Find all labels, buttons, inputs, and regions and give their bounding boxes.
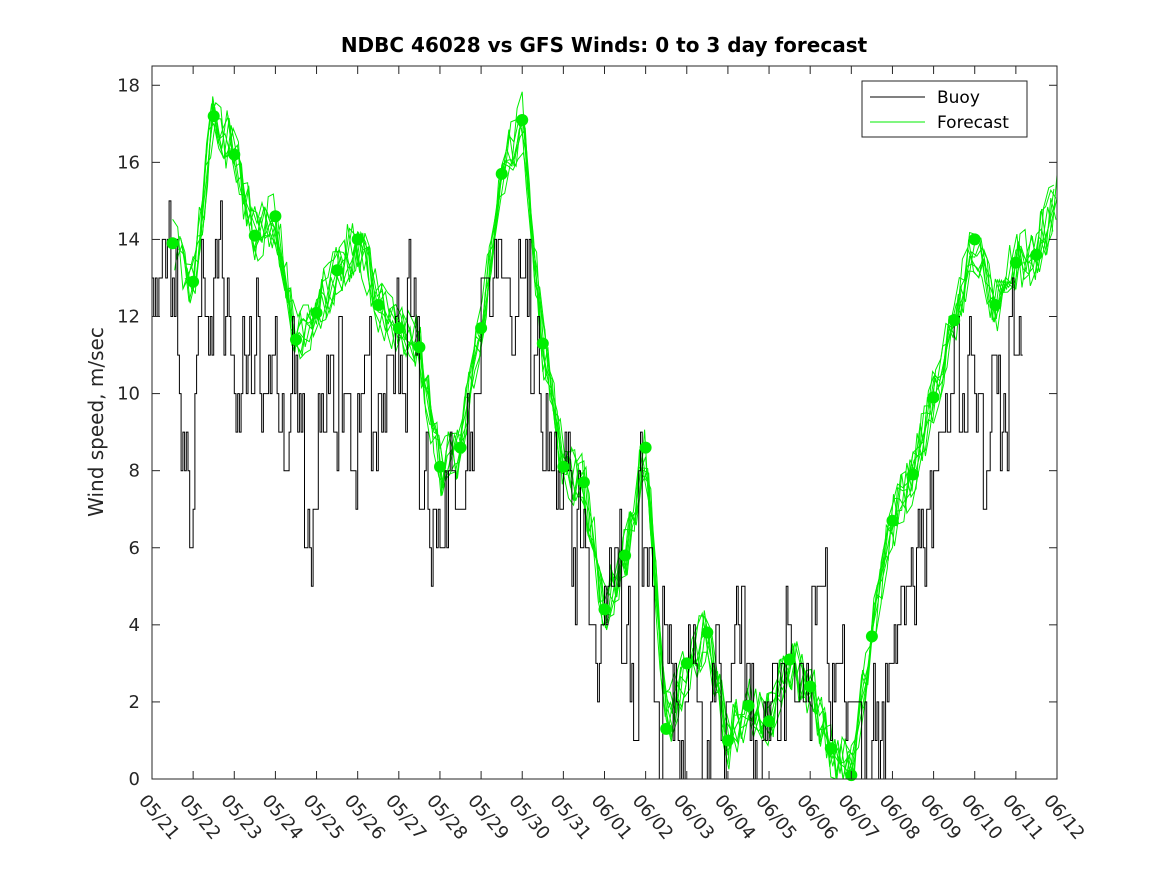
forecast-point [783, 653, 796, 666]
x-tick-label: 06/05 [751, 791, 800, 844]
forecast-point [187, 275, 200, 288]
x-tick-label: 06/01 [587, 791, 636, 844]
y-tick-label: 10 [117, 384, 140, 405]
forecast-point [804, 680, 817, 693]
forecast-point [701, 626, 714, 639]
forecast-point [927, 391, 940, 404]
y-tick-label: 4 [129, 615, 140, 636]
x-axis: 05/2105/2205/2305/2405/2505/2605/2705/28… [134, 66, 1089, 844]
x-tick-label: 06/11 [998, 791, 1047, 844]
forecast-point [516, 114, 529, 126]
plot-traces [152, 91, 1058, 780]
forecast-point [619, 549, 632, 562]
y-axis-label: Wind speed, m/sec [84, 327, 108, 517]
x-tick-label: 05/24 [258, 791, 307, 844]
legend-buoy-label: Buoy [937, 88, 980, 108]
forecast-point [577, 476, 590, 489]
x-tick-label: 05/28 [422, 791, 471, 844]
x-tick-label: 05/21 [134, 791, 183, 844]
legend: Buoy Forecast [861, 80, 1028, 138]
x-tick-label: 05/25 [299, 791, 348, 844]
forecast-point [865, 630, 878, 643]
legend-box [861, 80, 1028, 138]
x-tick-label: 05/29 [463, 791, 512, 844]
plot-area-frame [151, 65, 1058, 780]
forecast-point [454, 441, 467, 454]
y-tick-label: 0 [129, 769, 140, 790]
forecast-point [721, 734, 734, 747]
forecast-point [269, 210, 282, 223]
y-tick-label: 14 [117, 229, 140, 250]
forecast-point [434, 460, 446, 473]
forecast-point [290, 333, 302, 346]
x-tick-label: 06/10 [957, 791, 1006, 844]
x-tick-label: 06/07 [833, 791, 882, 844]
forecast-point [948, 314, 961, 327]
forecast-point [639, 441, 652, 454]
forecast-point [557, 460, 570, 473]
x-tick-label: 05/26 [340, 791, 389, 844]
forecast-point [660, 722, 673, 735]
forecast-point [536, 337, 549, 350]
forecast-point [742, 699, 755, 712]
legend-forecast-label: Forecast [937, 113, 1009, 133]
buoy-line [152, 200, 1023, 780]
forecast-point [1030, 248, 1043, 261]
forecast-point [351, 233, 364, 246]
forecast-point [907, 468, 919, 481]
forecast-point [680, 657, 693, 670]
forecast-point [886, 514, 899, 527]
forecast-point [413, 341, 426, 354]
forecast-point [310, 306, 323, 319]
forecast-point [968, 233, 981, 246]
forecast-point [392, 322, 405, 335]
forecast-point [824, 742, 837, 755]
y-tick-label: 16 [117, 152, 140, 173]
x-tick-label: 05/31 [546, 791, 595, 844]
x-tick-label: 06/02 [628, 791, 677, 844]
y-tick-label: 12 [117, 307, 140, 328]
forecast-point [763, 715, 775, 728]
forecast-point [1009, 256, 1022, 269]
y-tick-label: 8 [129, 461, 140, 482]
forecast-markers [166, 110, 1043, 782]
x-tick-label: 06/04 [710, 791, 759, 844]
y-tick-label: 18 [117, 75, 140, 96]
forecast-point [331, 264, 344, 277]
forecast-point [598, 603, 611, 616]
x-tick-label: 06/08 [875, 791, 924, 844]
x-tick-label: 05/22 [175, 791, 224, 844]
forecast-point [495, 167, 508, 180]
forecast-run-line [186, 101, 1057, 779]
y-axis: 0 2 4 6 8 10 12 14 16 18 [117, 75, 1057, 790]
y-tick-label: 2 [129, 692, 140, 713]
x-tick-label: 06/09 [916, 791, 965, 844]
x-tick-label: 06/03 [669, 791, 718, 844]
forecast-point [207, 110, 220, 123]
x-tick-label: 05/23 [216, 791, 265, 844]
x-tick-label: 06/06 [792, 791, 841, 844]
x-tick-label: 05/27 [381, 791, 430, 844]
chart-title: NDBC 46028 vs GFS Winds: 0 to 3 day fore… [341, 33, 868, 57]
forecast-run-line [174, 117, 1055, 780]
x-tick-label: 06/12 [1039, 791, 1088, 844]
forecast-point [248, 229, 261, 242]
y-tick-label: 6 [129, 538, 140, 559]
x-tick-label: 05/30 [504, 791, 553, 844]
forecast-run-line [178, 106, 1054, 780]
forecast-point [228, 148, 241, 161]
forecast-point [475, 322, 488, 335]
forecast-point [372, 299, 385, 311]
forecast-point [989, 299, 1002, 311]
forecast-point [166, 237, 179, 250]
